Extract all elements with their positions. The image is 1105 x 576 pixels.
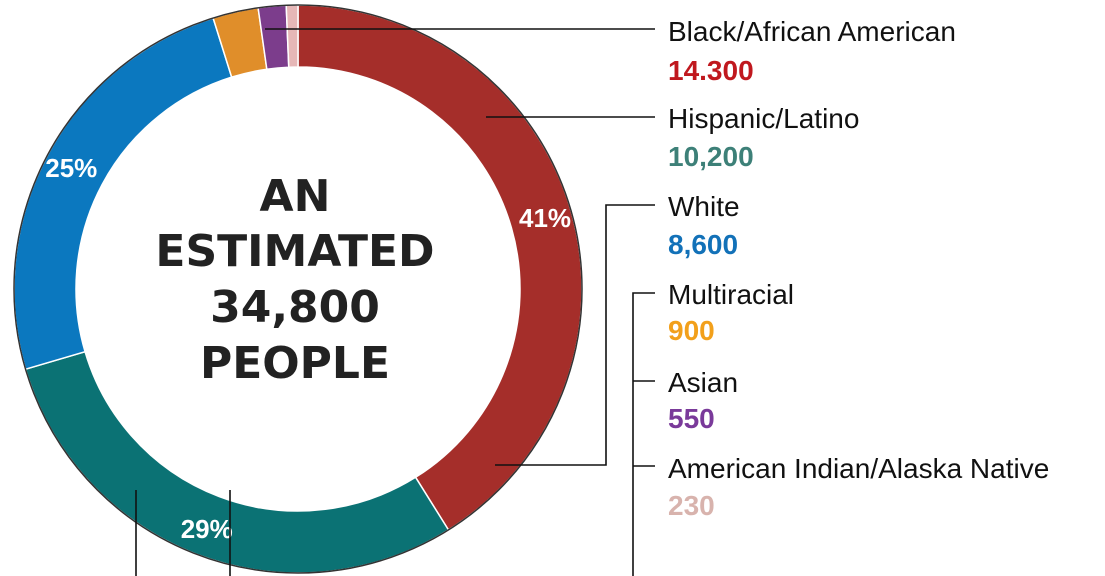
legend-value-hispanic: 10,200 xyxy=(668,141,754,172)
leader-line-bracket xyxy=(632,292,655,576)
slice-percent-hispanic: 29% xyxy=(181,514,233,544)
center-line-1: AN xyxy=(260,171,331,222)
center-line-3: 34,800 xyxy=(210,282,380,333)
legend-name-asian: Asian xyxy=(668,367,738,398)
center-label: AN ESTIMATED 34,800 PEOPLE xyxy=(155,171,434,389)
slice-percent-black: 41% xyxy=(519,203,571,233)
donut-outer-outline xyxy=(13,4,583,574)
legend-value-asian: 550 xyxy=(668,403,715,434)
legend-name-black: Black/African American xyxy=(668,16,956,47)
leader-line-white xyxy=(495,204,655,466)
center-line-4: PEOPLE xyxy=(200,338,390,389)
slice-white xyxy=(13,17,233,371)
legend-name-white: White xyxy=(668,191,740,222)
legend-name-aian: American Indian/Alaska Native xyxy=(668,453,1049,484)
legend: Black/African American 14.300 Hispanic/L… xyxy=(668,16,1049,521)
legend-value-multiracial: 900 xyxy=(668,315,715,346)
leader-lines xyxy=(135,28,655,576)
legend-value-white: 8,600 xyxy=(668,229,738,260)
slice-aian xyxy=(285,4,299,68)
donut-slices xyxy=(13,4,583,574)
legend-name-multiracial: Multiracial xyxy=(668,279,794,310)
center-line-2: ESTIMATED xyxy=(155,226,434,277)
slice-percent-white: 25% xyxy=(45,153,97,183)
legend-value-black: 14.300 xyxy=(668,55,754,86)
legend-name-hispanic: Hispanic/Latino xyxy=(668,103,859,134)
legend-value-aian: 230 xyxy=(668,490,715,521)
slice-percent-labels: 41% 29% 25% xyxy=(45,153,571,544)
